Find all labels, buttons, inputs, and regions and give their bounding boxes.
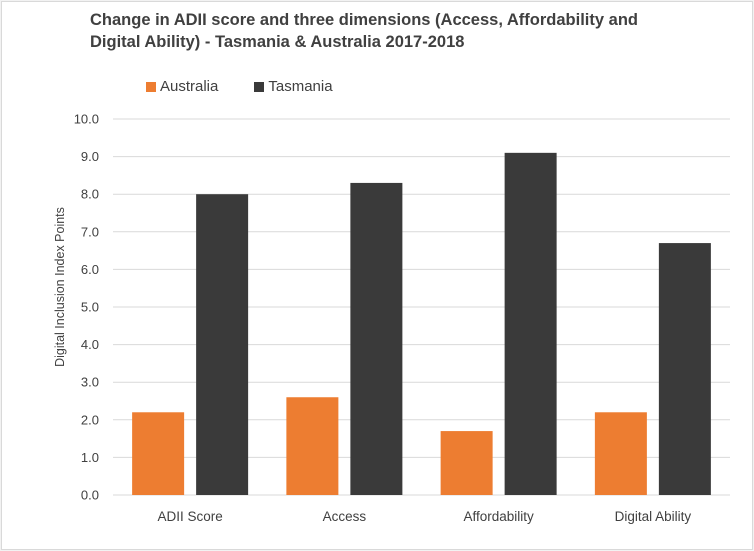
y-tick-label: 10.0 xyxy=(74,112,99,127)
y-tick-label: 1.0 xyxy=(81,450,99,465)
bar-tasmania-digital-ability[interactable] xyxy=(658,243,711,495)
x-tick-label: Access xyxy=(323,509,367,524)
bar-tasmania-adii-score[interactable] xyxy=(196,194,249,495)
y-tick-label: 4.0 xyxy=(81,337,99,352)
y-tick-label: 8.0 xyxy=(81,187,99,202)
legend-item-tasmania[interactable]: Tasmania xyxy=(254,78,333,95)
legend-item-australia[interactable]: Australia xyxy=(146,78,218,95)
y-tick-label: 5.0 xyxy=(81,300,99,315)
chart-title: Change in ADII score and three dimension… xyxy=(90,9,690,53)
y-tick-label: 0.0 xyxy=(81,488,99,503)
chart-title-line-2: Digital Ability) - Tasmania & Australia … xyxy=(90,33,465,51)
legend: Australia Tasmania xyxy=(146,78,333,95)
bar-australia-adii-score[interactable] xyxy=(132,412,185,495)
bar-australia-affordability[interactable] xyxy=(440,431,493,495)
legend-swatch-tasmania xyxy=(254,81,265,92)
y-tick-label: 6.0 xyxy=(81,262,99,277)
x-tick-label: Affordability xyxy=(463,509,534,524)
x-tick-label: Digital Ability xyxy=(615,509,692,524)
y-tick-label: 2.0 xyxy=(81,412,99,427)
bar-australia-digital-ability[interactable] xyxy=(594,412,647,495)
bar-tasmania-affordability[interactable] xyxy=(504,152,557,495)
x-tick-label: ADII Score xyxy=(157,509,222,524)
chart-title-line-1: Change in ADII score and three dimension… xyxy=(90,11,638,29)
bar-australia-access[interactable] xyxy=(286,397,339,495)
legend-label-tasmania: Tasmania xyxy=(268,78,333,95)
y-tick-label: 9.0 xyxy=(81,149,99,164)
legend-label-australia: Australia xyxy=(160,78,219,95)
bar-tasmania-access[interactable] xyxy=(350,182,403,496)
y-tick-label: 7.0 xyxy=(81,224,99,239)
y-tick-label: 3.0 xyxy=(81,375,99,390)
legend-swatch-australia xyxy=(146,81,156,92)
